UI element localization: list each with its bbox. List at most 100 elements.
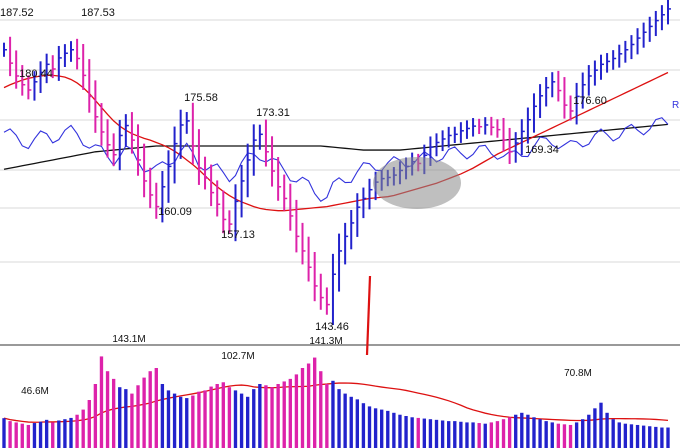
volume-bar <box>252 389 256 448</box>
volume-bar <box>373 408 378 448</box>
volume-bar <box>221 382 225 448</box>
volume-bar <box>154 368 158 448</box>
volume-bar <box>520 412 524 448</box>
volume-bar <box>118 387 122 448</box>
volume-bar <box>185 398 189 448</box>
volume-bar <box>300 368 305 448</box>
volume-bar <box>81 409 85 448</box>
volume-bar <box>556 423 561 448</box>
annotation-arrow <box>365 275 372 356</box>
label-187-53: 187.53 <box>81 7 115 19</box>
volume-bar <box>477 423 481 448</box>
volume-bar <box>660 427 664 448</box>
volume-bar <box>428 419 433 448</box>
volume-bar <box>514 414 518 448</box>
volume-bar <box>282 381 286 448</box>
volume-bar <box>69 417 73 448</box>
volume-bar <box>611 419 615 448</box>
volume-bar <box>465 422 469 448</box>
volume-bar <box>288 378 292 448</box>
volume-bar <box>26 424 31 448</box>
volume-bar <box>532 417 536 448</box>
volume-bar <box>111 378 116 448</box>
label-141-3m: 141.3M <box>309 336 342 347</box>
volume-bar <box>160 384 165 448</box>
volume-bar <box>404 416 408 448</box>
volume-bar <box>440 420 445 448</box>
volume-bar <box>343 393 347 448</box>
volume-bar <box>130 393 134 448</box>
volume-bar <box>349 396 353 448</box>
price-lines <box>3 71 669 212</box>
volume-bar <box>93 384 98 448</box>
volume-bars <box>2 356 670 448</box>
volume-bar <box>38 421 43 448</box>
volume-bar <box>380 409 384 448</box>
volume-bar <box>355 399 359 448</box>
volume-bar <box>191 395 195 448</box>
volume-bar <box>471 422 475 448</box>
volume-bar <box>32 423 37 448</box>
volume-bar <box>313 357 317 448</box>
volume-bar <box>501 419 506 448</box>
value-labels: 187.52 187.53 180.44 175.58 173.31 160.09 157.… <box>0 7 679 397</box>
volume-bar <box>227 387 232 448</box>
volume-bar <box>617 422 621 448</box>
ma-50-line <box>3 71 669 212</box>
volume-bar <box>203 390 207 448</box>
volume-bar <box>581 419 585 448</box>
volume-bar <box>197 391 201 448</box>
volume-bar <box>641 425 646 448</box>
volume-bar <box>507 417 512 448</box>
volume-bar <box>215 384 219 448</box>
volume-bar <box>568 424 573 448</box>
label-143-1m: 143.1M <box>112 334 145 345</box>
volume-bar <box>386 410 390 448</box>
volume-bar <box>2 418 6 448</box>
volume-bar <box>148 371 152 448</box>
label-70-8m: 70.8M <box>564 368 592 379</box>
label-173-31: 173.31 <box>256 107 290 119</box>
volume-bar <box>57 420 61 448</box>
volume-bar <box>319 371 323 448</box>
volume-bar <box>605 412 609 448</box>
highlight-ellipse <box>373 157 461 209</box>
volume-bar <box>483 423 487 448</box>
volume-bar <box>99 356 104 448</box>
volume-bar <box>331 380 335 448</box>
label-187-52: 187.52 <box>0 7 34 19</box>
volume-bar <box>337 389 341 448</box>
volume-bar <box>258 384 262 448</box>
volume-bar <box>635 424 640 448</box>
volume-bar <box>20 423 24 448</box>
label-157-13: 157.13 <box>221 229 255 241</box>
volume-bar <box>544 421 548 448</box>
volume-bar <box>459 421 463 448</box>
volume-bar <box>593 408 597 448</box>
volume-bar <box>550 422 554 448</box>
volume-bar <box>233 390 238 448</box>
volume-bar <box>51 422 55 448</box>
volume-bar <box>666 427 670 448</box>
volume-bar <box>105 371 110 448</box>
relative-strength-line <box>3 117 669 202</box>
label-180-44: 180.44 <box>19 68 53 80</box>
label-102-7m: 102.7M <box>221 351 254 362</box>
volume-bar <box>629 424 634 448</box>
volume-bar <box>453 421 457 448</box>
volume-bar <box>361 403 366 448</box>
volume-bar <box>8 421 12 448</box>
volume-bar <box>367 406 372 448</box>
volume-bar <box>574 422 579 448</box>
volume-bar <box>325 384 329 448</box>
volume-bar <box>587 414 591 448</box>
volume-bar <box>447 421 451 448</box>
rs-line-label: R <box>672 100 679 111</box>
volume-bar <box>270 387 274 448</box>
volume-bar <box>239 393 244 448</box>
volume-bar <box>526 414 530 448</box>
volume-bar <box>276 384 280 448</box>
volume-bar <box>422 418 427 448</box>
